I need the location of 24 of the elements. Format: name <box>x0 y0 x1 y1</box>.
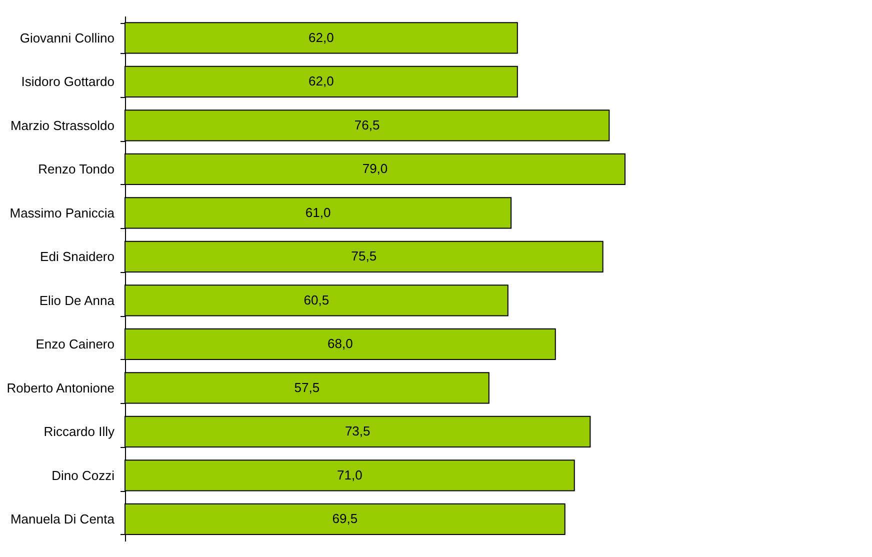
data-label: 68,0 <box>328 336 353 352</box>
y-tick-label: Dino Cozzi <box>52 468 115 483</box>
y-tick-label: Roberto Antonione <box>6 380 114 396</box>
data-label: 62,0 <box>308 30 334 45</box>
y-tick-label: Massimo Paniccia <box>10 205 116 220</box>
data-label: 61,0 <box>305 204 331 220</box>
data-label: 76,5 <box>354 117 380 132</box>
y-tick-label: Enzo Cainero <box>36 336 114 352</box>
data-label: 75,5 <box>351 248 377 264</box>
y-tick-label: Renzo Tondo <box>38 162 114 177</box>
y-tick-label: Riccardo Illy <box>44 424 115 440</box>
data-label: 71,0 <box>337 467 362 482</box>
y-tick-label: Elio De Anna <box>39 292 116 308</box>
data-label: 73,5 <box>344 424 370 439</box>
data-label: 62,0 <box>308 74 334 89</box>
y-tick-label: Manuela Di Centa <box>10 512 116 527</box>
data-label: 79,0 <box>362 161 388 176</box>
y-tick-label: Marzio Strassoldo <box>10 118 114 133</box>
data-label: 69,5 <box>332 511 358 526</box>
y-tick-label: Giovanni Collino <box>20 30 114 46</box>
data-label: 57,5 <box>294 380 320 395</box>
y-tick-label: Isidoro Gottardo <box>21 74 114 90</box>
data-label: 60,5 <box>304 292 330 308</box>
y-tick-label: Edi Snaidero <box>40 249 114 264</box>
